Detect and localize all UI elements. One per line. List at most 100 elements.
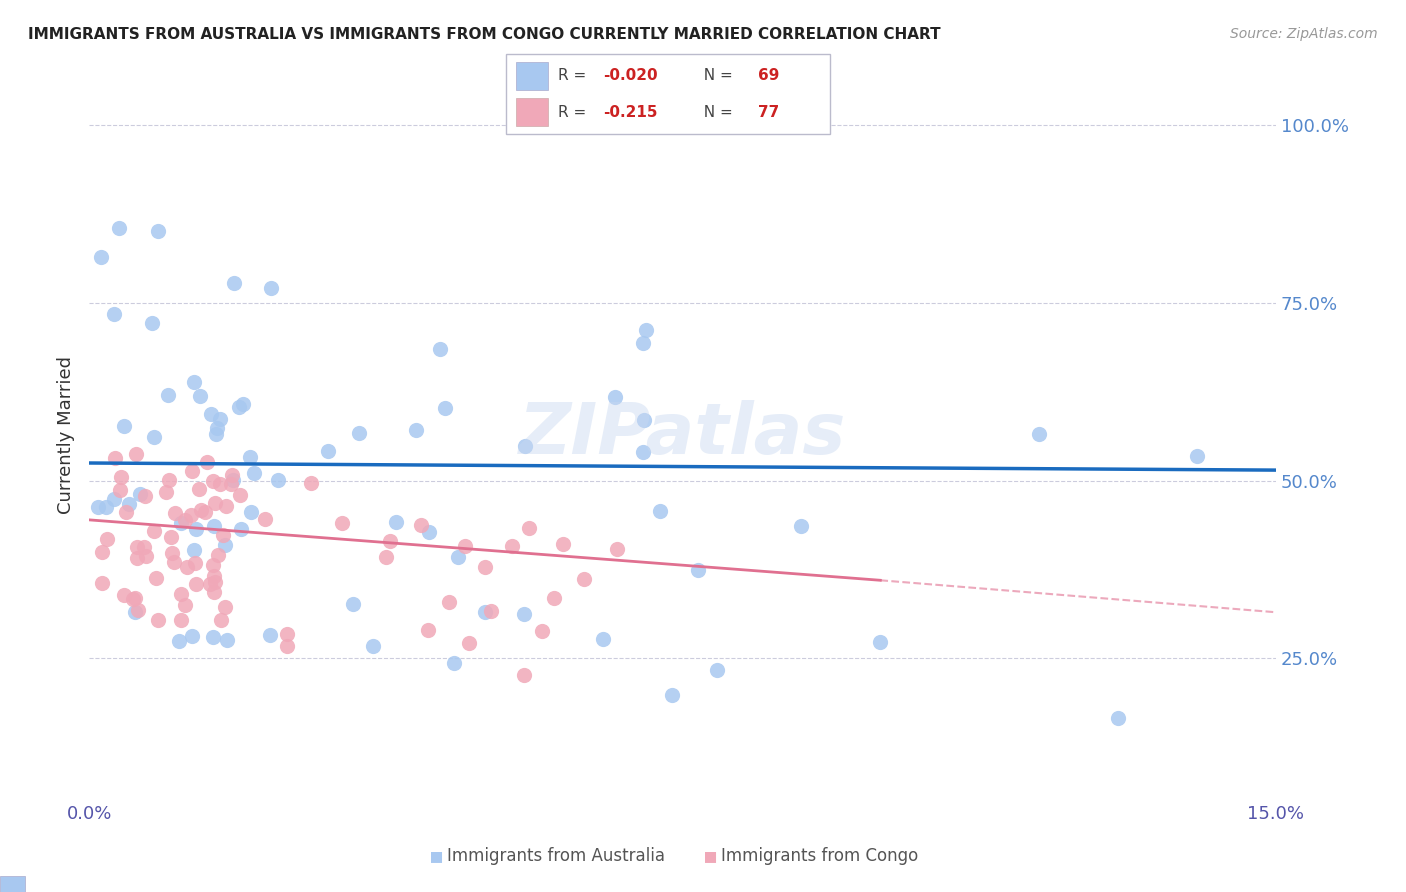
Text: ▪: ▪: [703, 847, 718, 866]
Text: Immigrants from Australia: Immigrants from Australia: [447, 847, 665, 865]
Point: [127, 550, 149, 565]
Point: [184, 522, 207, 536]
Point: [91, 545, 114, 559]
Point: [201, 474, 224, 488]
Point: [183, 543, 205, 558]
Point: [215, 500, 238, 514]
Point: [202, 519, 225, 533]
Point: [231, 522, 253, 536]
Point: [125, 540, 148, 554]
Point: [543, 591, 565, 606]
Point: [207, 421, 229, 435]
Point: [103, 491, 125, 506]
Point: [790, 518, 813, 533]
Point: [146, 224, 169, 238]
FancyBboxPatch shape: [516, 62, 548, 90]
Text: 69: 69: [758, 69, 780, 84]
Point: [385, 515, 408, 529]
Point: [142, 524, 165, 539]
Point: [96, 532, 118, 546]
Point: [163, 555, 186, 569]
Point: [207, 548, 229, 562]
Point: [135, 549, 157, 563]
Point: [145, 571, 167, 585]
Point: [112, 588, 135, 602]
Text: IMMIGRANTS FROM AUSTRALIA VS IMMIGRANTS FROM CONGO CURRENTLY MARRIED CORRELATION: IMMIGRANTS FROM AUSTRALIA VS IMMIGRANTS …: [28, 27, 941, 42]
Point: [363, 639, 385, 653]
Point: [316, 443, 339, 458]
Point: [228, 400, 250, 414]
Point: [94, 500, 117, 514]
Point: [160, 530, 183, 544]
Point: [631, 445, 654, 459]
Text: Immigrants from Congo: Immigrants from Congo: [721, 847, 918, 865]
Point: [253, 512, 276, 526]
Point: [176, 560, 198, 574]
Point: [212, 528, 235, 542]
Point: [347, 425, 370, 440]
Point: [143, 430, 166, 444]
Point: [229, 488, 252, 502]
Point: [648, 504, 671, 518]
Point: [330, 516, 353, 530]
Text: ▪: ▪: [429, 847, 444, 866]
Point: [112, 418, 135, 433]
Point: [208, 477, 231, 491]
Point: [572, 572, 595, 586]
Point: [183, 375, 205, 389]
Point: [110, 470, 132, 484]
FancyBboxPatch shape: [506, 54, 830, 134]
Point: [606, 542, 628, 557]
Point: [118, 498, 141, 512]
Point: [374, 550, 396, 565]
Point: [474, 559, 496, 574]
Point: [209, 411, 232, 425]
Text: -0.215: -0.215: [603, 104, 658, 120]
Point: [103, 450, 125, 465]
Point: [157, 473, 180, 487]
Point: [170, 587, 193, 601]
Point: [686, 562, 709, 576]
Point: [205, 427, 228, 442]
Point: [184, 576, 207, 591]
Point: [217, 633, 239, 648]
Point: [202, 585, 225, 599]
Point: [517, 521, 540, 535]
Point: [204, 495, 226, 509]
Point: [551, 537, 574, 551]
Text: Source: ZipAtlas.com: Source: ZipAtlas.com: [1230, 27, 1378, 41]
Point: [219, 477, 242, 491]
Point: [267, 473, 290, 487]
Point: [198, 576, 221, 591]
Point: [132, 540, 155, 554]
Point: [195, 454, 218, 468]
Point: [209, 613, 232, 627]
Point: [221, 473, 243, 487]
Point: [454, 539, 477, 553]
Point: [184, 557, 207, 571]
Text: 77: 77: [758, 104, 780, 120]
Point: [194, 506, 217, 520]
Point: [103, 307, 125, 321]
Point: [479, 604, 502, 618]
Point: [378, 534, 401, 549]
Point: [405, 423, 427, 437]
Point: [240, 505, 263, 519]
Point: [115, 505, 138, 519]
Point: [190, 503, 212, 517]
Point: [501, 539, 523, 553]
Point: [87, 500, 110, 515]
Point: [1107, 711, 1129, 725]
Point: [160, 545, 183, 559]
Point: [91, 576, 114, 591]
Point: [128, 487, 150, 501]
Point: [170, 516, 193, 531]
Point: [110, 483, 132, 497]
Point: [633, 335, 655, 350]
Point: [221, 468, 243, 483]
Point: [163, 506, 186, 520]
Point: [299, 475, 322, 490]
Point: [439, 595, 461, 609]
Point: [202, 630, 225, 644]
Point: [148, 614, 170, 628]
